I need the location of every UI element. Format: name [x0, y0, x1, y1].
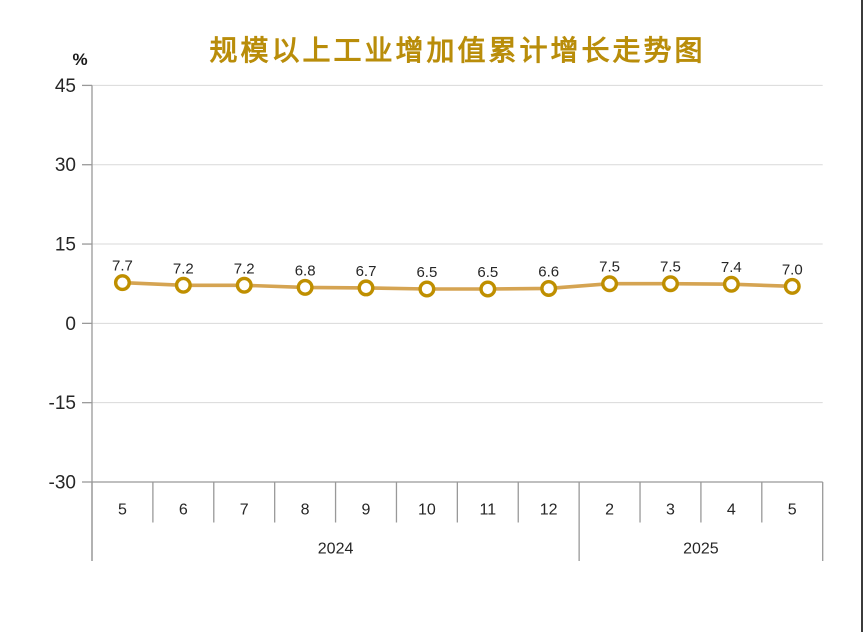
data-point-label: 7.7: [112, 258, 133, 275]
data-point-label: 7.5: [660, 259, 681, 276]
data-point-marker: [235, 276, 253, 294]
x-month-label: 4: [727, 502, 736, 519]
data-point-label: 6.5: [477, 264, 498, 281]
data-line: [122, 280, 793, 291]
y-tick-label: -30: [49, 473, 76, 494]
x-month-label: 8: [301, 502, 310, 519]
data-point-marker: [783, 277, 801, 295]
data-point-label: 6.8: [295, 262, 316, 279]
y-tick-label: 0: [65, 314, 76, 335]
x-month-label: 6: [179, 502, 188, 519]
x-year-label: 2025: [683, 541, 719, 558]
data-point-marker: [113, 274, 131, 292]
data-point-label: 7.5: [599, 259, 620, 276]
data-point-label: 6.5: [416, 264, 437, 281]
x-month-label: 12: [540, 502, 558, 519]
y-tick-label: -15: [49, 393, 76, 414]
y-axis-unit-label: %: [72, 50, 88, 69]
data-point-label: 7.2: [173, 260, 194, 277]
x-year-label: 2024: [318, 541, 354, 558]
x-month-label: 9: [362, 502, 371, 519]
x-month-label: 7: [240, 502, 249, 519]
x-month-label: 10: [418, 502, 436, 519]
data-point-label: 6.6: [538, 263, 559, 280]
data-point-marker: [174, 276, 192, 294]
data-point-marker: [357, 279, 375, 297]
data-point-label: 7.0: [782, 261, 803, 278]
window-right-edge: [861, 0, 863, 632]
data-point-label: 7.4: [721, 259, 742, 276]
data-point-marker: [540, 279, 558, 297]
chart-title: 规模以上工业增加值累计增长走势图: [209, 35, 706, 66]
data-point-label: 6.7: [356, 263, 377, 280]
x-month-label: 3: [666, 502, 675, 519]
data-point-marker: [722, 275, 740, 293]
data-point-marker: [418, 280, 436, 298]
data-point-label: 7.2: [234, 260, 255, 277]
y-tick-label: 15: [55, 235, 76, 256]
data-point-marker: [479, 280, 497, 298]
data-point-marker: [661, 275, 679, 293]
data-point-marker: [296, 278, 314, 296]
y-tick-label: 30: [55, 155, 76, 176]
x-month-label: 11: [479, 502, 496, 519]
y-tick-label: 45: [55, 76, 76, 97]
data-point-marker: [601, 275, 619, 293]
x-month-label: 5: [118, 502, 127, 519]
x-month-label: 2: [605, 502, 614, 519]
x-month-label: 5: [788, 502, 797, 519]
